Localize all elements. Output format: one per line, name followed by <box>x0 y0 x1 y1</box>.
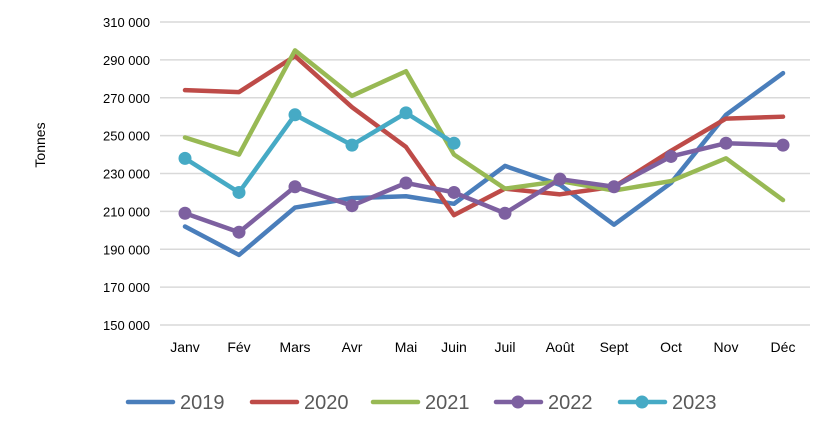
y-tick-label: 190 000 <box>103 242 150 257</box>
y-tick-label: 170 000 <box>103 280 150 295</box>
legend-label: 2019 <box>180 392 225 414</box>
data-point <box>345 199 359 213</box>
legend-marker <box>635 395 649 409</box>
x-tick-label: Sept <box>600 339 629 355</box>
legend-marker <box>511 395 525 409</box>
series-line <box>182 48 786 203</box>
legend: 2019 2020 2021 2022 2023 <box>125 392 717 414</box>
y-axis-ticks: 150 000 170 000 190 000 210 000 230 000 250 0… <box>103 15 150 333</box>
data-point <box>345 138 359 152</box>
data-point <box>178 206 192 220</box>
legend-item-2021: 2021 <box>370 392 470 414</box>
x-tick-label: Avr <box>342 339 363 355</box>
series-lines <box>178 48 790 258</box>
y-tick-label: 310 000 <box>103 15 150 30</box>
x-tick-label: Janv <box>170 339 200 355</box>
series-line <box>182 70 786 258</box>
x-tick-label: Fév <box>227 339 250 355</box>
x-tick-label: Juin <box>441 339 467 355</box>
data-point <box>288 180 302 194</box>
series-2022 <box>178 136 790 239</box>
x-tick-label: Août <box>546 339 575 355</box>
data-point <box>553 172 567 186</box>
series-line <box>182 110 457 195</box>
data-point <box>232 225 246 239</box>
series-line <box>182 140 786 235</box>
y-tick-label: 230 000 <box>103 167 150 182</box>
data-point <box>232 185 246 199</box>
data-point <box>776 138 790 152</box>
data-point <box>498 206 512 220</box>
legend-label: 2021 <box>425 392 470 414</box>
data-point <box>447 136 461 150</box>
x-tick-label: Nov <box>714 339 739 355</box>
legend-label: 2022 <box>548 392 593 414</box>
y-axis-label: Tonnes <box>32 122 48 167</box>
legend-item-2020: 2020 <box>249 392 349 414</box>
x-tick-label: Mars <box>279 339 310 355</box>
x-axis-ticks: Janv Fév Mars Avr Mai Juin Juil Août Sept Oct Nov D… <box>170 339 795 355</box>
series-2021 <box>182 48 786 203</box>
data-point <box>719 136 733 150</box>
data-point <box>664 149 678 163</box>
data-point <box>288 108 302 122</box>
y-tick-label: 250 000 <box>103 129 150 144</box>
legend-item-2022: 2022 <box>493 392 593 414</box>
legend-label: 2020 <box>304 392 349 414</box>
x-tick-label: Mai <box>395 339 418 355</box>
x-tick-label: Juil <box>494 339 515 355</box>
data-point <box>399 176 413 190</box>
data-point <box>607 180 621 194</box>
x-tick-label: Déc <box>771 339 796 355</box>
y-tick-label: 210 000 <box>103 204 150 219</box>
y-tick-label: 290 000 <box>103 53 150 68</box>
series-2019 <box>182 70 786 258</box>
data-point <box>399 106 413 120</box>
legend-item-2019: 2019 <box>125 392 225 414</box>
data-point <box>447 185 461 199</box>
y-tick-label: 270 000 <box>103 91 150 106</box>
x-tick-label: Oct <box>660 339 682 355</box>
y-tick-label: 150 000 <box>103 318 150 333</box>
data-point <box>178 151 192 165</box>
legend-label: 2023 <box>672 392 717 414</box>
series-2023 <box>178 106 461 199</box>
legend-item-2023: 2023 <box>617 392 717 414</box>
